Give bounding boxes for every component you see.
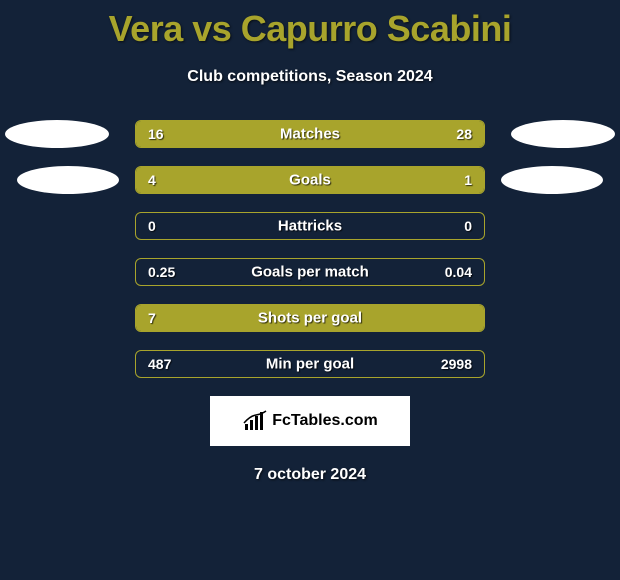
stat-row-mpg: 487 Min per goal 2998 bbox=[0, 350, 620, 378]
bar-matches: 16 Matches 28 bbox=[135, 120, 485, 148]
bar-spg: 7 Shots per goal bbox=[135, 304, 485, 332]
player-right-avatar bbox=[511, 120, 615, 148]
stat-row-hattricks: 0 Hattricks 0 bbox=[0, 212, 620, 240]
player-left-avatar-2 bbox=[17, 166, 119, 194]
bar-hattricks: 0 Hattricks 0 bbox=[135, 212, 485, 240]
logo[interactable]: FcTables.com bbox=[210, 396, 410, 446]
stat-label: Hattricks bbox=[278, 218, 342, 235]
stat-row-goals: 4 Goals 1 bbox=[0, 166, 620, 194]
stat-label: Goals per match bbox=[251, 264, 369, 281]
stats-container: 16 Matches 28 4 Goals 1 0 Hattricks 0 bbox=[0, 120, 620, 378]
bar-chart-icon bbox=[242, 410, 268, 432]
stat-left-value: 0.25 bbox=[148, 264, 175, 280]
stat-left-value: 16 bbox=[148, 126, 164, 142]
stat-left-value: 4 bbox=[148, 172, 156, 188]
stat-left-value: 487 bbox=[148, 356, 171, 372]
bar-fill-left bbox=[136, 167, 400, 193]
date: 7 october 2024 bbox=[0, 466, 620, 484]
stat-right-value: 28 bbox=[456, 126, 472, 142]
stat-label: Goals bbox=[289, 172, 331, 189]
page-title: Vera vs Capurro Scabini bbox=[0, 0, 620, 50]
stat-right-value: 0.04 bbox=[445, 264, 472, 280]
player-right-avatar-2 bbox=[501, 166, 603, 194]
stat-right-value: 1 bbox=[464, 172, 472, 188]
stat-left-value: 7 bbox=[148, 310, 156, 326]
stat-row-gpm: 0.25 Goals per match 0.04 bbox=[0, 258, 620, 286]
stat-left-value: 0 bbox=[148, 218, 156, 234]
bar-gpm: 0.25 Goals per match 0.04 bbox=[135, 258, 485, 286]
bar-mpg: 487 Min per goal 2998 bbox=[135, 350, 485, 378]
logo-text: FcTables.com bbox=[272, 412, 378, 430]
bar-goals: 4 Goals 1 bbox=[135, 166, 485, 194]
stat-row-spg: 7 Shots per goal bbox=[0, 304, 620, 332]
stat-right-value: 2998 bbox=[441, 356, 472, 372]
stat-label: Matches bbox=[280, 126, 340, 143]
player-left-avatar bbox=[5, 120, 109, 148]
subtitle: Club competitions, Season 2024 bbox=[0, 68, 620, 86]
stat-label: Min per goal bbox=[266, 356, 354, 373]
stat-row-matches: 16 Matches 28 bbox=[0, 120, 620, 148]
stat-right-value: 0 bbox=[464, 218, 472, 234]
stat-label: Shots per goal bbox=[258, 310, 362, 327]
